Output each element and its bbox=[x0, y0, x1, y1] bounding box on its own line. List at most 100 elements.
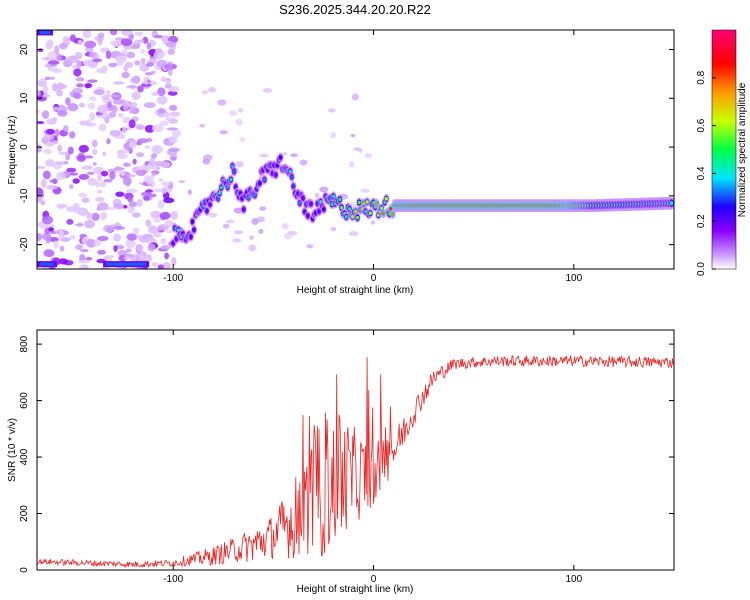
spectrogram-blob bbox=[79, 264, 89, 269]
spectrogram-blob bbox=[347, 207, 352, 211]
spectrogram-blob bbox=[100, 212, 108, 219]
spectrogram-blob bbox=[63, 125, 69, 133]
spectrogram-blob bbox=[102, 151, 107, 157]
spectrogram-blob bbox=[339, 205, 344, 210]
spectrogram-blob bbox=[42, 85, 49, 93]
spectrogram-blob bbox=[92, 161, 97, 166]
colorbar-tick-label: 0.8 bbox=[696, 70, 707, 84]
spectrogram-blob bbox=[291, 184, 296, 189]
spectrogram-blob bbox=[151, 124, 164, 133]
spectrogram-blob bbox=[107, 101, 113, 109]
spectrogram-blob bbox=[106, 262, 147, 266]
spectrogram-blob bbox=[669, 201, 674, 206]
spectrogram-blob bbox=[152, 188, 163, 193]
spectrogram-blob bbox=[161, 181, 171, 187]
spectrogram-blob bbox=[58, 230, 65, 240]
spectrogram-blob bbox=[174, 237, 179, 241]
spectrogram-blob bbox=[151, 91, 159, 97]
snr-series-line bbox=[37, 354, 674, 569]
spectrogram-blob bbox=[160, 76, 167, 83]
spectrogram-blob bbox=[78, 144, 89, 153]
spectrogram-blob bbox=[364, 152, 373, 159]
spectrogram-blob bbox=[109, 30, 118, 36]
spectrogram-blob bbox=[77, 39, 83, 46]
spectrogram-blob bbox=[208, 212, 218, 218]
spectrogram-blob bbox=[141, 83, 152, 87]
x-tick-label: -100 bbox=[163, 574, 183, 585]
y-tick-label: 400 bbox=[19, 448, 30, 465]
y-tick-label: 200 bbox=[19, 505, 30, 522]
spectrogram-blob bbox=[153, 218, 161, 223]
spectrogram-blob bbox=[314, 192, 320, 199]
spectrogram-blob bbox=[37, 233, 42, 242]
spectrogram-blob bbox=[46, 39, 54, 49]
spectrogram-blob bbox=[74, 223, 84, 227]
spectrogram-blob bbox=[238, 107, 244, 113]
spectrogram-blob bbox=[301, 196, 305, 200]
spectrogram-blob bbox=[157, 264, 164, 269]
spectrogram-blob bbox=[282, 151, 288, 156]
spectrogram-blob bbox=[299, 159, 308, 166]
spectrogram-blob bbox=[165, 229, 173, 234]
spectrogram-blob bbox=[338, 197, 342, 202]
spectrogram-blob bbox=[232, 169, 236, 174]
spectrogram-blob bbox=[222, 223, 230, 229]
spectrogram-blob bbox=[110, 40, 119, 46]
spectrogram-blob bbox=[86, 79, 98, 83]
spectrogram-blob bbox=[145, 219, 152, 227]
snr-ylabel: SNR (10 * v/v) bbox=[7, 418, 18, 482]
spectrogram-blob bbox=[128, 119, 136, 129]
spectrogram-blob bbox=[115, 55, 127, 64]
spectrogram-blob bbox=[161, 187, 168, 194]
spectrogram-blob bbox=[97, 235, 109, 241]
spectrogram-blob bbox=[85, 211, 91, 219]
spectrogram-blob bbox=[57, 144, 63, 152]
spectrogram-blob bbox=[78, 102, 85, 108]
spectrogram-blob bbox=[52, 178, 58, 185]
spectrogram-blob bbox=[37, 144, 42, 153]
spectrogram-blob bbox=[133, 227, 140, 235]
spectrogram-blob bbox=[246, 195, 251, 200]
spectrogram-blob bbox=[97, 173, 103, 182]
spectrogram-blob bbox=[192, 227, 196, 232]
spectrogram-blob bbox=[123, 162, 131, 167]
spectrogram-blob bbox=[162, 262, 172, 269]
spectrogram-blob bbox=[344, 215, 348, 219]
spectrogram-blob bbox=[219, 185, 223, 190]
spectrogram-blob bbox=[169, 111, 180, 117]
spectrogram-blob bbox=[74, 209, 86, 214]
colorbar-tick-label: 0.0 bbox=[696, 262, 707, 276]
spectrogram-blob bbox=[109, 129, 121, 137]
spectrogram-blob bbox=[106, 138, 111, 145]
spectrogram-blob bbox=[146, 42, 152, 50]
colorbar-gradient bbox=[711, 29, 737, 270]
spectrogram-blob bbox=[56, 82, 65, 90]
spectrogram-blob bbox=[168, 86, 180, 93]
spectrogram-blob bbox=[331, 194, 336, 199]
spectrogram-blob bbox=[126, 85, 138, 89]
spectrogram-blob bbox=[132, 158, 137, 165]
spectrogram-blob bbox=[146, 176, 153, 186]
spectrogram-blob bbox=[108, 62, 117, 68]
spectrogram-blob bbox=[171, 241, 175, 245]
spectrogram-blob bbox=[65, 97, 71, 106]
spectrogram-blob bbox=[149, 157, 156, 167]
spectrogram-blob bbox=[111, 105, 118, 114]
spectrogram-blob bbox=[160, 245, 171, 250]
spectrogram-blob bbox=[140, 49, 146, 55]
spectrogram-blob bbox=[45, 128, 56, 135]
spectrogram-blob bbox=[143, 195, 150, 201]
spectrogram-blob bbox=[199, 123, 205, 128]
spectrogram-blob bbox=[128, 141, 137, 149]
spectrogram-blob bbox=[69, 131, 76, 139]
spectrogram-blob bbox=[162, 112, 171, 118]
spectrogram-blob bbox=[306, 244, 314, 249]
spectrogram-blob bbox=[78, 259, 90, 264]
spectrogram-blob bbox=[96, 67, 106, 74]
spectrogram-blob bbox=[330, 226, 337, 232]
spectrogram-blob bbox=[120, 30, 133, 36]
spectrogram-blob bbox=[140, 255, 153, 262]
spectrogram-blob bbox=[40, 262, 55, 266]
spectrogram-blob bbox=[97, 104, 109, 114]
